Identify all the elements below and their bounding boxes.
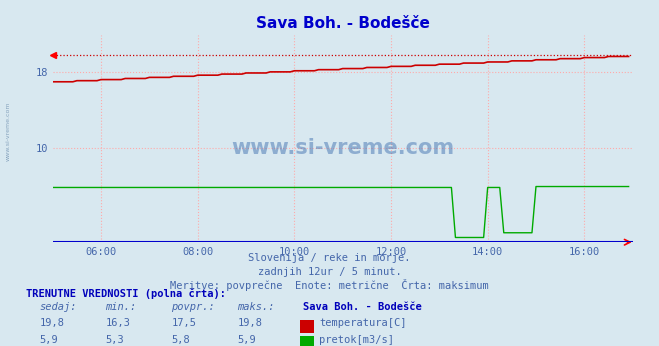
Text: 5,3: 5,3 [105, 335, 124, 345]
Text: 17,5: 17,5 [171, 318, 196, 328]
Text: min.:: min.: [105, 302, 136, 312]
Text: zadnjih 12ur / 5 minut.: zadnjih 12ur / 5 minut. [258, 267, 401, 277]
Text: Meritve: povprečne  Enote: metrične  Črta: maksimum: Meritve: povprečne Enote: metrične Črta:… [170, 279, 489, 291]
Text: 19,8: 19,8 [237, 318, 262, 328]
Text: Slovenija / reke in morje.: Slovenija / reke in morje. [248, 253, 411, 263]
Text: www.si-vreme.com: www.si-vreme.com [5, 102, 11, 161]
Text: temperatura[C]: temperatura[C] [319, 318, 407, 328]
Text: povpr.:: povpr.: [171, 302, 215, 312]
Text: www.si-vreme.com: www.si-vreme.com [231, 138, 454, 158]
Text: TRENUTNE VREDNOSTI (polna črta):: TRENUTNE VREDNOSTI (polna črta): [26, 288, 226, 299]
Text: pretok[m3/s]: pretok[m3/s] [319, 335, 394, 345]
Text: maks.:: maks.: [237, 302, 275, 312]
Text: 5,9: 5,9 [40, 335, 58, 345]
Title: Sava Boh. - Bodešče: Sava Boh. - Bodešče [256, 16, 430, 31]
Text: 19,8: 19,8 [40, 318, 65, 328]
Text: 5,9: 5,9 [237, 335, 256, 345]
Text: Sava Boh. - Bodešče: Sava Boh. - Bodešče [303, 302, 422, 312]
Text: 16,3: 16,3 [105, 318, 130, 328]
Text: 5,8: 5,8 [171, 335, 190, 345]
Text: sedaj:: sedaj: [40, 302, 77, 312]
